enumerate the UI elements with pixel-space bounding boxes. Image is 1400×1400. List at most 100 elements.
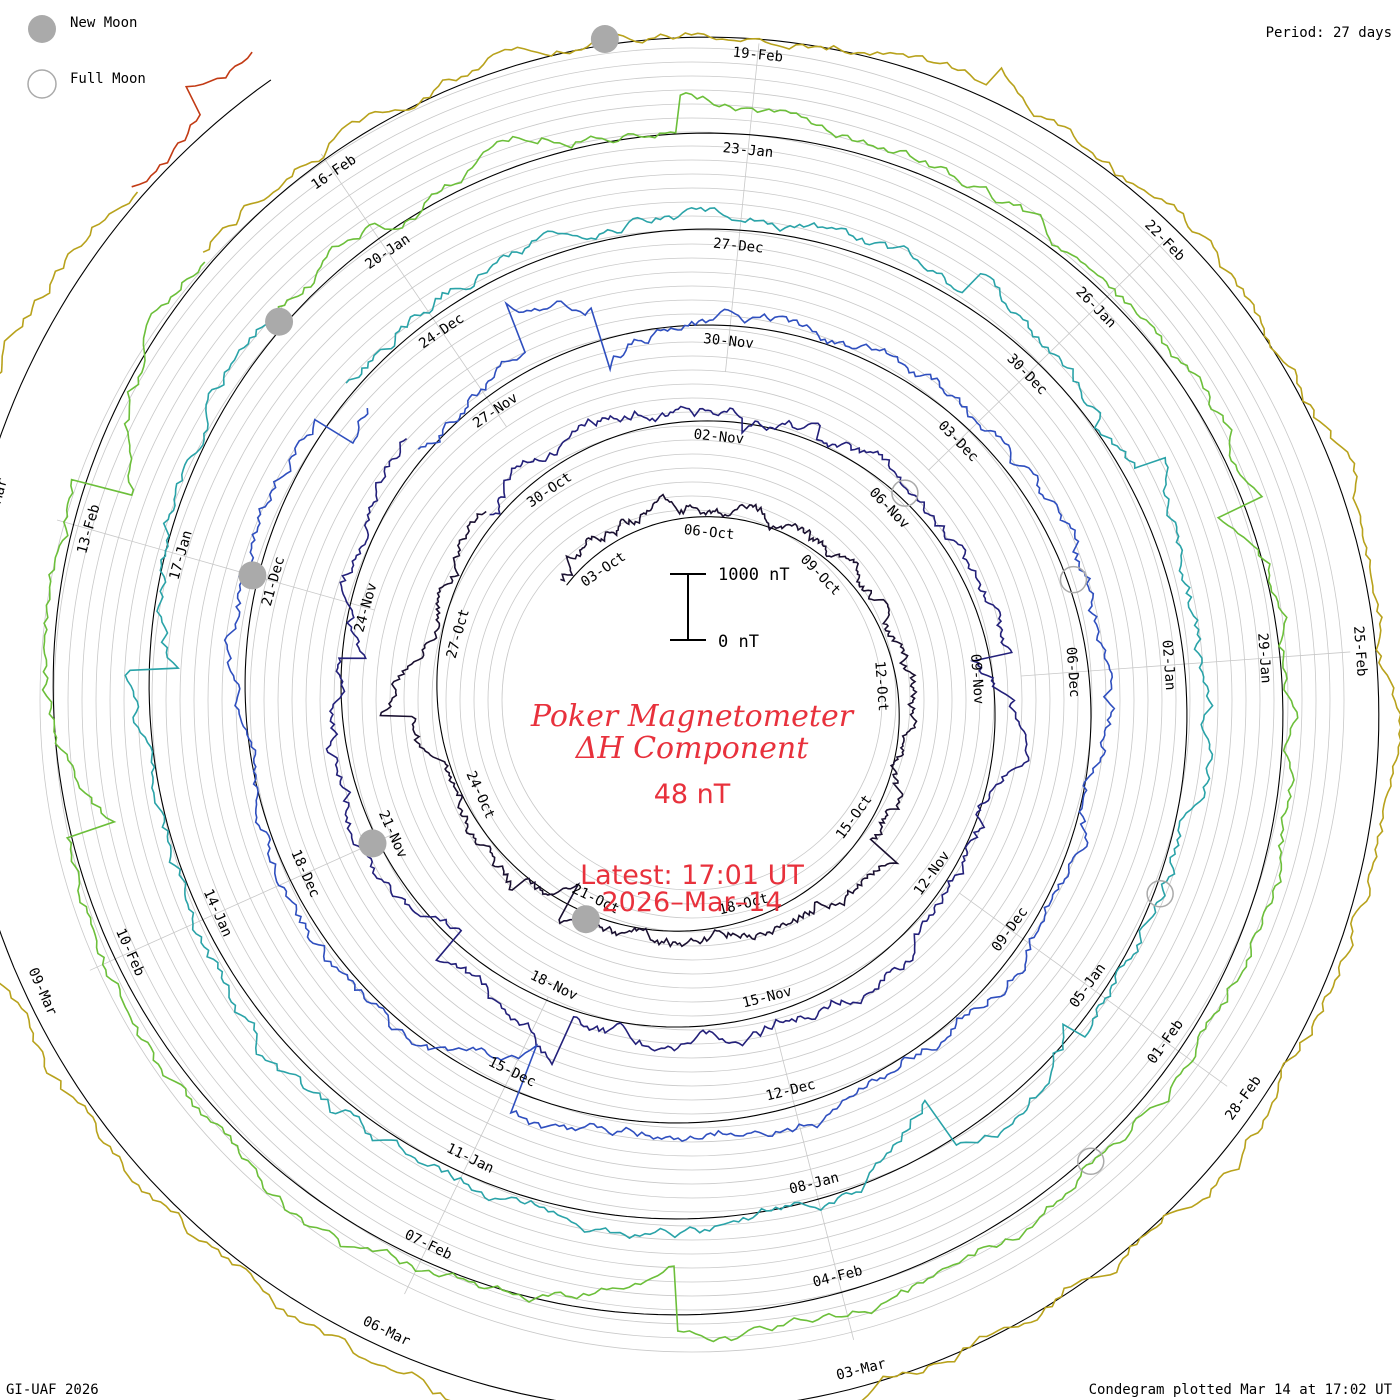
date-label: 10-Feb — [112, 926, 147, 979]
date-label: 09-Oct — [797, 552, 844, 599]
chart-title: Poker Magnetometer — [530, 699, 855, 734]
grid-ring — [319, 327, 1065, 1073]
grid-ring — [487, 495, 897, 905]
date-label: 15-Dec — [486, 1054, 539, 1090]
day-spoke — [1021, 651, 1351, 677]
day-spoke — [404, 996, 549, 1295]
full-moon-marker — [1077, 1147, 1105, 1176]
series-trace-7 — [131, 51, 253, 188]
date-label: 24-Oct — [462, 769, 497, 822]
day-spoke — [89, 834, 392, 971]
date-label: 22-Feb — [1141, 217, 1188, 264]
day-spoke — [725, 43, 760, 372]
grid-ring — [151, 159, 1233, 1241]
grid-ring — [473, 481, 911, 919]
current-value: 48 nT — [654, 779, 731, 810]
grid-ring — [389, 397, 995, 1003]
date-label: 04-Feb — [811, 1263, 864, 1291]
date-label: 18-Nov — [527, 968, 580, 1004]
scale-top-label: 1000 nT — [718, 565, 790, 585]
new-moon-marker — [358, 829, 387, 858]
latest-date: 2026–Mar–14 — [601, 887, 782, 918]
grid-ring — [81, 89, 1303, 1311]
date-label: 13-Feb — [74, 503, 103, 556]
new-moon-marker — [590, 25, 619, 54]
grid-ring — [109, 117, 1275, 1283]
grid-ring — [333, 341, 1051, 1059]
day-spoke — [928, 239, 1166, 471]
date-label: 25-Feb — [1350, 625, 1370, 677]
grid-ring — [291, 299, 1093, 1101]
date-label: 03-Oct — [578, 549, 629, 591]
date-label: 27-Dec — [712, 236, 764, 257]
grid-ring — [137, 145, 1247, 1255]
date-label: 30-Dec — [1004, 351, 1051, 398]
date-label: 12-Oct — [871, 660, 891, 712]
series-trace-1 — [379, 493, 918, 949]
grid-ring — [459, 467, 925, 933]
full-moon-legend-label: Full Moon — [70, 71, 146, 87]
grid-ring — [305, 313, 1079, 1087]
date-label: 28-Feb — [1222, 1073, 1265, 1123]
new-moon-legend-label: New Moon — [70, 15, 137, 31]
grid-ring — [361, 369, 1023, 1031]
series-trace-2 — [325, 405, 1030, 1067]
moon-markers — [238, 25, 1174, 1176]
date-label: 17-Jan — [167, 529, 196, 582]
footer-plot-time: Condegram plotted Mar 14 at 17:02 UT — [1089, 1382, 1393, 1398]
grid-ring — [263, 271, 1121, 1129]
date-label: 06-Oct — [683, 522, 735, 543]
date-label: 12-Dec — [764, 1077, 817, 1105]
new-moon-marker — [238, 561, 267, 590]
latest-time: Latest: 17:01 UT — [580, 860, 804, 891]
date-label: 02-Jan — [1158, 639, 1178, 691]
full-moon-marker — [891, 479, 919, 507]
date-label: 02-Nov — [693, 427, 745, 448]
date-label: 06-Dec — [1063, 646, 1083, 698]
date-label: 09-Mar — [25, 965, 60, 1018]
full-moon-legend-icon — [27, 69, 57, 99]
day-spokes — [56, 43, 1351, 1340]
date-label: 12-Mar — [0, 476, 11, 529]
grid-ring — [221, 229, 1163, 1171]
grid-ring — [39, 47, 1345, 1353]
grid-ring — [67, 75, 1317, 1325]
date-label: 24-Nov — [351, 581, 380, 634]
grid-ring — [165, 173, 1219, 1227]
date-label: 15-Oct — [833, 792, 876, 842]
baseline-spiral — [0, 36, 1380, 1400]
date-label: 30-Oct — [524, 469, 575, 511]
date-label: 19-Feb — [732, 45, 784, 66]
full-moon-marker — [1146, 880, 1174, 908]
full-moon-marker — [1059, 565, 1088, 594]
date-label: 03-Dec — [935, 418, 982, 465]
date-label: 06-Nov — [866, 485, 913, 532]
grid-ring — [193, 201, 1191, 1199]
grid-ring — [53, 61, 1331, 1339]
date-label: 23-Jan — [722, 140, 774, 161]
footer-credit: GI-UAF 2026 — [6, 1382, 99, 1398]
scale-bottom-label: 0 nT — [718, 632, 759, 652]
date-label: 09-Dec — [989, 904, 1032, 954]
grid-ring — [207, 215, 1177, 1185]
date-label: 16-Feb — [308, 152, 359, 194]
grid-ring — [417, 425, 967, 975]
series-trace-6 — [0, 32, 1400, 1400]
day-spoke — [320, 153, 507, 428]
series-traces — [0, 32, 1400, 1400]
period-label: Period: 27 days — [1266, 25, 1392, 41]
grid-ring — [347, 355, 1037, 1045]
grid-ring — [95, 103, 1289, 1297]
scale-bar: 1000 nT 0 nT — [670, 565, 790, 652]
ring-grid — [39, 47, 1345, 1353]
grid-ring — [501, 509, 883, 891]
grid-ring — [375, 383, 1009, 1017]
baseline-spiral-path — [0, 36, 1380, 1400]
grid-ring — [445, 453, 939, 947]
date-label: 27-Oct — [444, 607, 473, 660]
day-spoke — [772, 1019, 855, 1340]
date-label: 07-Feb — [402, 1227, 455, 1263]
date-label: 18-Dec — [287, 847, 322, 900]
series-trace-5 — [41, 92, 1299, 1343]
